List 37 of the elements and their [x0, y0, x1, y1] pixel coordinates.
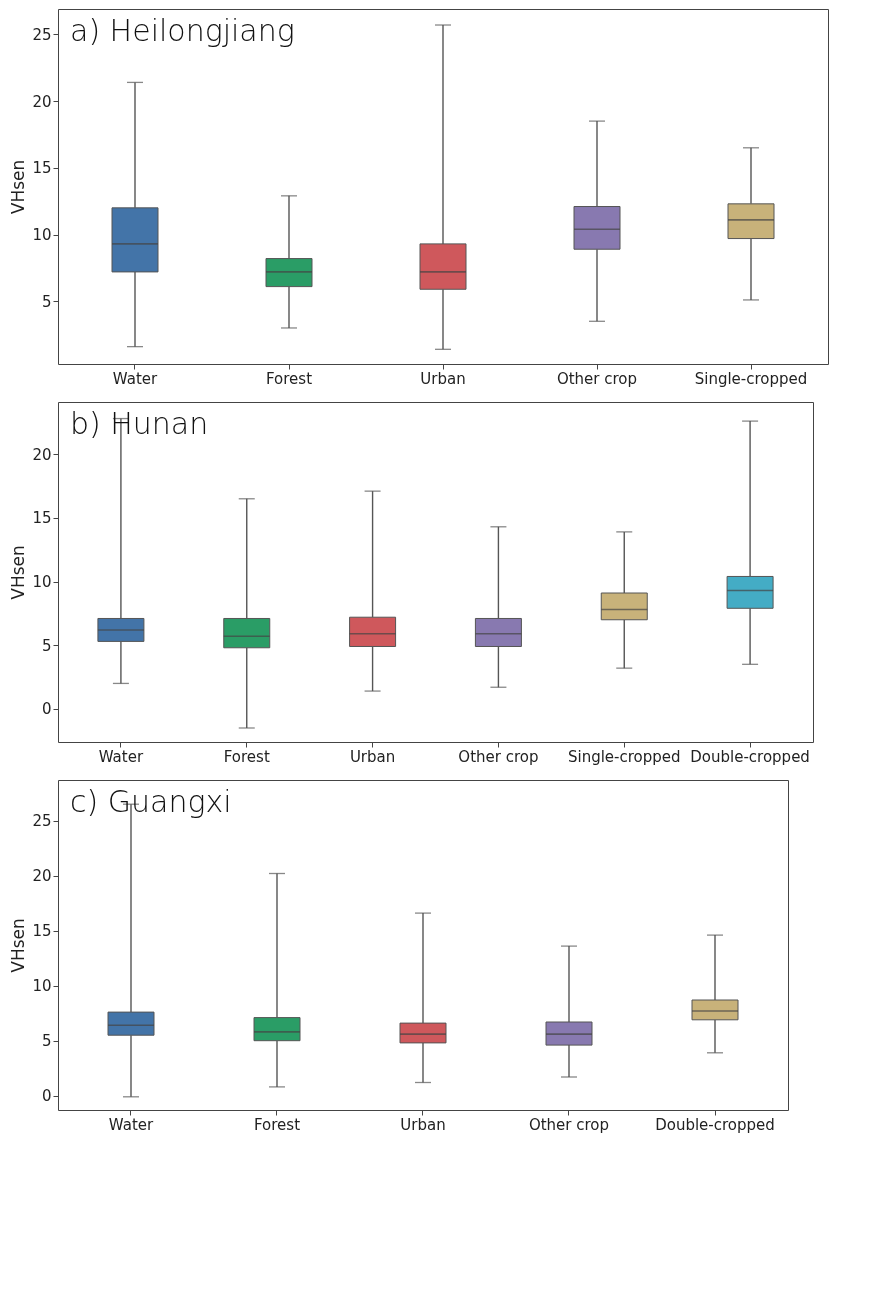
y-tick-label: 5	[41, 636, 52, 655]
y-tick-label: 25	[32, 25, 52, 44]
x-tick-label: Urban	[349, 747, 396, 766]
y-tick-label: 0	[41, 700, 52, 719]
x-tick-label: Other crop	[556, 369, 638, 388]
y-tick-label: 10	[32, 226, 52, 245]
y-tick-label: 20	[32, 445, 52, 464]
x-tick-label: Urban	[420, 369, 466, 388]
x-tick-label: Other crop	[458, 747, 539, 766]
y-axis-title: VHsen	[8, 545, 29, 600]
y-tick-label: 15	[32, 922, 52, 941]
x-tick-label: Water	[108, 1115, 154, 1134]
y-axis-title: VHsen	[8, 159, 29, 215]
x-tick-label: Double-cropped	[690, 747, 810, 766]
x-tick-label: Other crop	[528, 1115, 610, 1134]
x-tick-label: Water	[98, 747, 144, 766]
y-tick-label: 5	[41, 1032, 52, 1051]
x-tick-label: Urban	[400, 1115, 446, 1134]
x-tick-label: Single-cropped	[567, 747, 681, 766]
x-tick-label: Forest	[253, 1115, 301, 1134]
x-tick-label: Water	[112, 369, 158, 388]
y-tick-label: 0	[41, 1087, 52, 1106]
y-tick-label: 5	[41, 292, 52, 311]
y-tick-label: 15	[32, 159, 52, 178]
y-tick-label: 10	[32, 977, 52, 996]
y-axis-title: VHsen	[8, 918, 29, 973]
x-tick-label: Single-cropped	[694, 369, 808, 388]
y-tick-label: 15	[32, 509, 52, 528]
x-tick-label: Forest	[223, 747, 270, 766]
y-tick-label: 20	[32, 92, 52, 111]
y-tick-label: 10	[32, 573, 52, 592]
y-tick-label: 25	[32, 812, 52, 831]
x-tick-label: Double-cropped	[655, 1115, 775, 1134]
chart-title: a) Heilongjiang	[70, 13, 295, 48]
x-tick-label: Forest	[265, 369, 313, 388]
y-tick-label: 20	[32, 867, 52, 886]
chart-title: c) Guangxi	[70, 784, 232, 819]
